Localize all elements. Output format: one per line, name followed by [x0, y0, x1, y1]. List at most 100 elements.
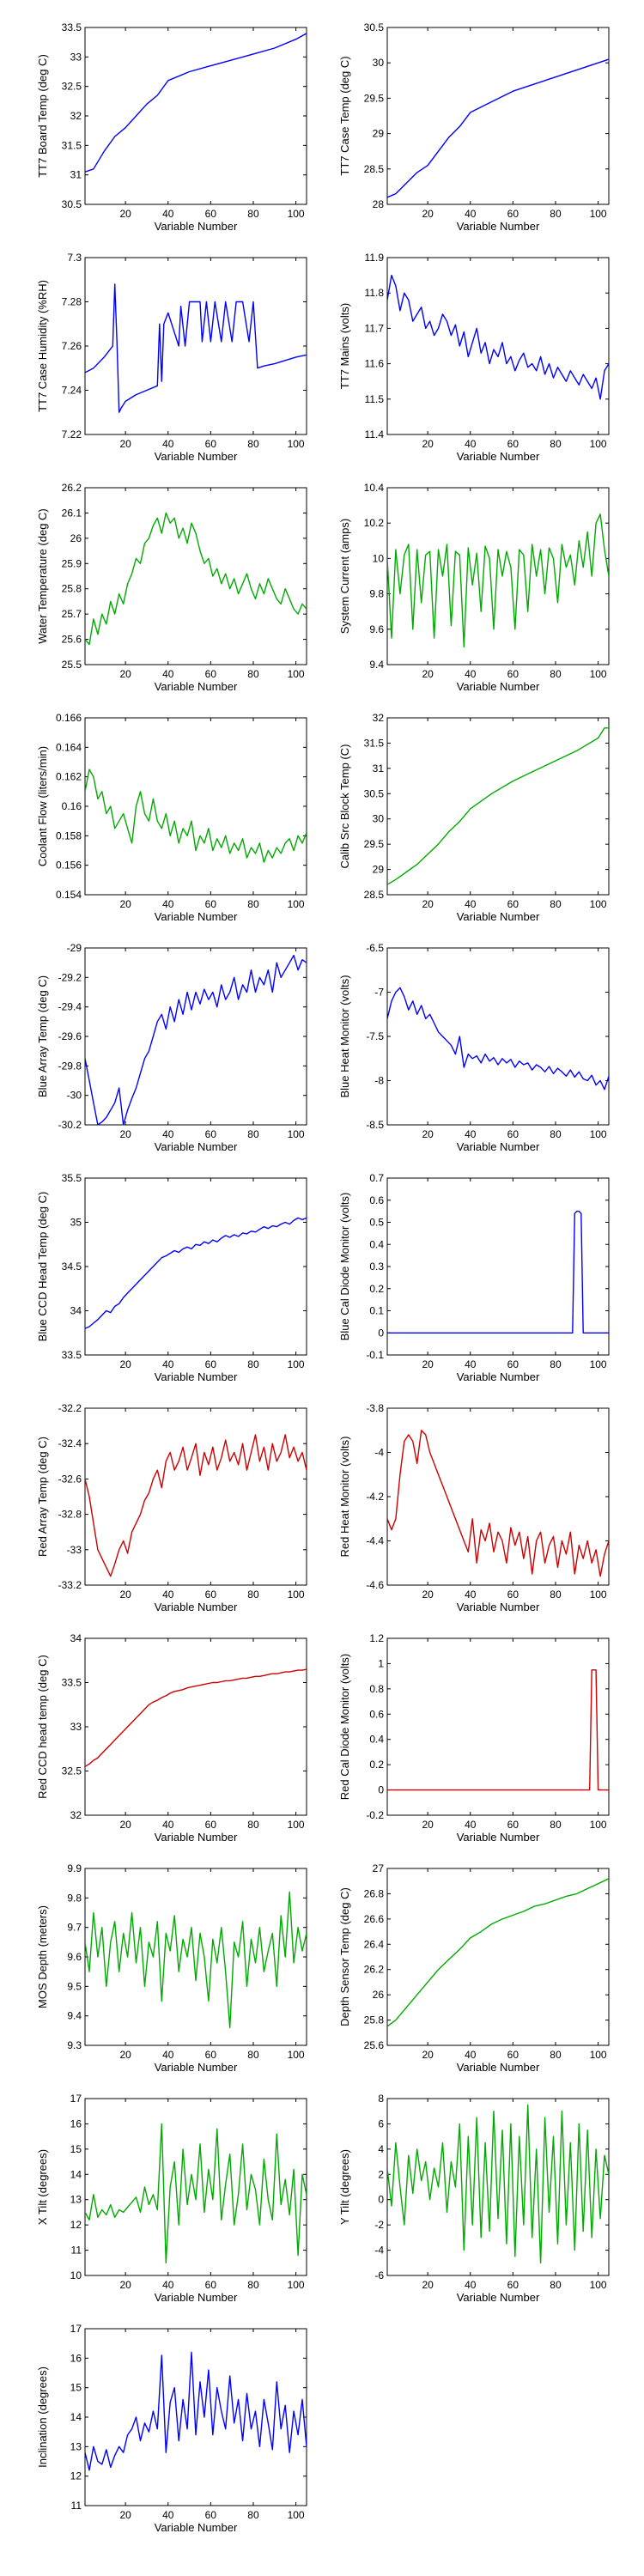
y-tick-label: 0.162	[56, 771, 82, 783]
y-tick-label: 26	[70, 532, 82, 544]
y-tick-label: 2	[378, 2168, 384, 2180]
y-tick-label: 30.5	[364, 787, 385, 799]
y-tick-label: -29	[67, 942, 82, 954]
y-tick-label: 0.164	[56, 741, 82, 753]
y-tick-label: -8.5	[366, 1119, 384, 1131]
x-axis-label: Variable Number	[457, 680, 540, 693]
x-tick-label: 40	[465, 1819, 477, 1831]
x-tick-label: 80	[247, 1358, 259, 1370]
y-axis-label: Red Cal Diode Monitor (volts)	[338, 1654, 351, 1801]
x-axis-label: Variable Number	[155, 1370, 238, 1383]
x-tick-label: 80	[550, 2049, 562, 2061]
x-tick-label: 20	[422, 208, 434, 220]
x-tick-label: 40	[162, 2279, 174, 2291]
series-line	[387, 58, 609, 198]
series-line	[85, 33, 307, 173]
y-tick-label: 29	[373, 128, 385, 140]
x-tick-label: 60	[507, 2049, 519, 2061]
y-tick-label: 35.5	[62, 1172, 82, 1184]
y-tick-label: 11.4	[365, 428, 385, 440]
x-tick-label: 80	[550, 208, 562, 220]
y-tick-label: -7.5	[366, 1030, 384, 1042]
y-tick-label: 32	[373, 712, 385, 724]
x-axis-label: Variable Number	[457, 910, 540, 923]
axes-box	[84, 2098, 307, 2276]
y-tick-label: 30	[373, 57, 385, 69]
x-tick-label: 80	[247, 1819, 259, 1831]
y-tick-label: 29	[373, 864, 385, 876]
chart-panel-13: 20 40 60 80 100 -33.2 -33 -32.8 -32.6 -32.4 -32.2 V…	[36, 1402, 307, 1613]
y-tick-label: 35	[70, 1217, 82, 1229]
series-line	[85, 1434, 307, 1577]
y-tick-label: 11	[71, 2500, 82, 2512]
x-tick-label: 100	[288, 208, 305, 220]
x-tick-label: 20	[119, 438, 131, 450]
x-tick-label: 80	[550, 438, 562, 450]
y-tick-label: 27	[373, 1862, 385, 1874]
y-tick-label: 15	[70, 2382, 82, 2394]
x-tick-label: 60	[205, 898, 217, 910]
y-tick-label: 31	[70, 169, 82, 181]
x-tick-label: 80	[247, 208, 259, 220]
axes-box	[84, 1407, 307, 1586]
x-tick-label: 20	[422, 438, 434, 450]
x-axis-label: Variable Number	[155, 2291, 238, 2304]
y-tick-label: 0.3	[369, 1261, 384, 1273]
y-tick-label: 26.2	[364, 1964, 385, 1976]
y-tick-label: 9.4	[67, 2010, 82, 2022]
series-line	[85, 1668, 307, 1767]
y-tick-label: 34	[70, 1632, 82, 1644]
y-tick-label: 12	[70, 2470, 82, 2482]
y-tick-label: 9.8	[67, 1892, 82, 1904]
x-axis-label: Variable Number	[155, 220, 238, 233]
y-axis-label: X Tilt (degrees)	[36, 2149, 49, 2225]
x-tick-label: 80	[550, 898, 562, 910]
series-line	[387, 1878, 609, 2027]
series-line	[85, 283, 307, 413]
axes-box	[386, 717, 610, 896]
x-tick-label: 100	[288, 668, 305, 680]
y-tick-label: 9.6	[369, 623, 384, 635]
y-axis-label: Red Array Temp (deg C)	[36, 1437, 49, 1557]
x-tick-label: 100	[288, 2049, 305, 2061]
y-tick-label: 30	[373, 813, 385, 825]
x-tick-label: 60	[205, 1358, 217, 1370]
y-axis-label: Coolant Flow (liters/min)	[36, 746, 49, 866]
x-tick-label: 60	[507, 208, 519, 220]
series-line	[85, 769, 307, 863]
y-tick-label: 17	[70, 2323, 82, 2335]
y-tick-label: -8	[374, 1075, 384, 1087]
y-tick-label: 9.7	[67, 1922, 82, 1934]
y-tick-label: 32	[70, 1809, 82, 1821]
x-tick-label: 40	[465, 1589, 477, 1601]
x-axis-label: Variable Number	[457, 1140, 540, 1153]
chart-panel-11: 20 40 60 80 100 33.5 34 34.5 35 35.5 Variable Numb…	[36, 1172, 307, 1383]
series-line	[85, 2123, 307, 2264]
y-tick-label: 29.5	[364, 92, 385, 104]
y-tick-label: 28.5	[364, 163, 385, 175]
x-axis-label: Variable Number	[457, 1370, 540, 1383]
y-tick-label: 25.8	[62, 583, 82, 595]
x-tick-label: 100	[288, 2279, 305, 2291]
y-axis-label: Blue CCD Head Temp (deg C)	[36, 1192, 49, 1342]
chart-panel-5: 20 40 60 80 100 25.5 25.6 25.7 25.8 25.9 26 26.1 26.…	[36, 482, 307, 693]
x-tick-label: 100	[590, 1358, 607, 1370]
y-axis-label: Red Heat Monitor (volts)	[338, 1437, 351, 1558]
x-tick-label: 40	[465, 438, 477, 450]
y-tick-label: 26.8	[364, 1887, 385, 1899]
x-axis-label: Variable Number	[155, 1601, 238, 1613]
x-tick-label: 60	[507, 1819, 519, 1831]
y-tick-label: 31.5	[364, 737, 385, 749]
x-tick-label: 40	[465, 898, 477, 910]
y-axis-label: TT7 Mains (volts)	[338, 303, 351, 389]
y-tick-label: 0.5	[369, 1217, 384, 1229]
y-axis-label: Y Tilt (degrees)	[338, 2149, 351, 2225]
y-tick-label: 1	[378, 1657, 384, 1669]
x-tick-label: 40	[465, 1358, 477, 1370]
y-tick-label: 16	[70, 2117, 82, 2129]
y-axis-label: Depth Sensor Temp (deg C)	[338, 1887, 351, 2026]
x-tick-label: 60	[205, 438, 217, 450]
y-axis-label: System Current (amps)	[338, 519, 351, 634]
y-tick-label: -30	[67, 1090, 82, 1102]
